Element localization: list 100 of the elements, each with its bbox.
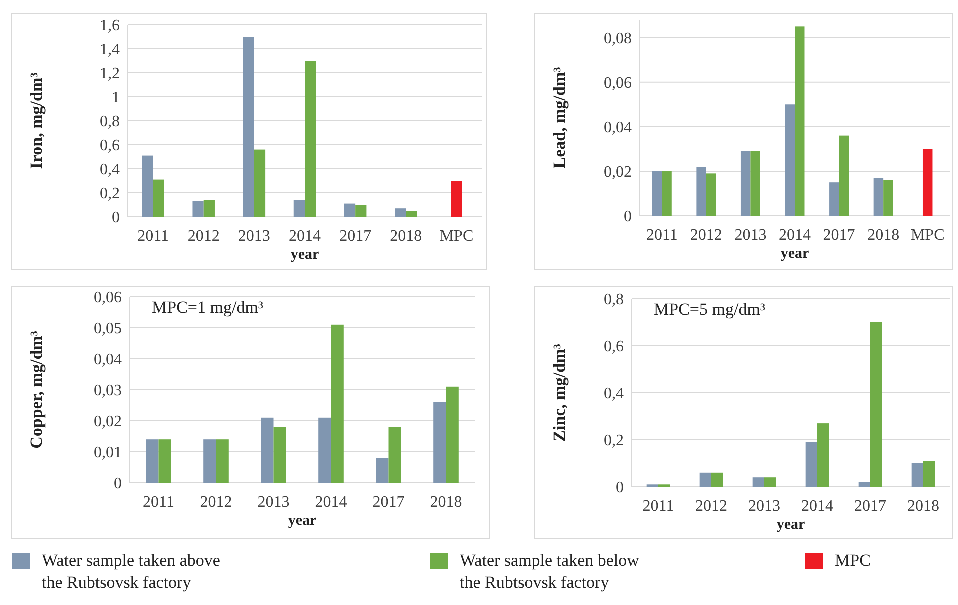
x-tick-label: 2018	[430, 494, 462, 511]
bar	[142, 156, 154, 217]
y-tick-label: 0,8	[100, 114, 120, 131]
y-tick-label: 0,6	[100, 138, 120, 155]
y-tick-label: 0,03	[94, 382, 122, 400]
y-tick-label: 0,4	[100, 162, 120, 179]
bar	[192, 201, 204, 217]
bar	[261, 418, 274, 483]
legend-label: Water sample taken above the Rubtsovsk factory	[42, 551, 220, 592]
y-tick-label: 0,04	[604, 120, 632, 137]
y-tick-label: 0,06	[604, 74, 632, 92]
y-tick-label: 0	[616, 480, 624, 497]
y-tick-label: 0,4	[604, 386, 624, 403]
bar	[870, 322, 882, 487]
x-tick-label: 2013	[258, 494, 290, 511]
bar	[274, 427, 286, 483]
y-tick-label: 0	[112, 210, 120, 227]
y-tick-label: 0,04	[94, 352, 122, 369]
bar	[764, 478, 776, 487]
bar	[874, 178, 884, 216]
y-tick-label: 1,4	[100, 42, 120, 59]
x-tick-label: 2014	[802, 498, 834, 515]
x-tick-label: 2017	[372, 494, 405, 511]
x-tick-label: 2014	[779, 227, 811, 244]
y-axis-title: Zinc, mg/dm³	[550, 344, 569, 442]
x-tick-label: 2018	[868, 227, 900, 244]
y-tick-label: 0	[114, 476, 122, 493]
bar	[243, 37, 254, 217]
x-tick-label: 2012	[690, 227, 722, 244]
x-tick-label: 2017	[854, 498, 886, 515]
y-axis-title: Copper, mg/dm³	[27, 331, 46, 449]
bar	[740, 151, 751, 216]
y-tick-label: 0,02	[604, 164, 632, 182]
bar	[294, 200, 305, 217]
x-tick-label: MPC	[440, 228, 474, 245]
bar	[752, 478, 764, 487]
bar	[146, 440, 159, 483]
y-axis-title: Iron, mg/dm³	[27, 72, 46, 170]
x-tick-label: 2012	[200, 494, 232, 511]
bar	[158, 440, 172, 483]
bar	[795, 26, 805, 216]
y-tick-label: 0,02	[94, 414, 122, 431]
y-tick-label: 1	[112, 90, 120, 107]
x-tick-label: 2011	[138, 228, 169, 245]
y-tick-label: 0,2	[100, 186, 120, 203]
x-tick-label: 2013	[748, 498, 780, 515]
x-tick-label: 2012	[696, 498, 728, 515]
x-tick-label: MPC	[910, 227, 945, 244]
y-tick-label: 0,8	[604, 292, 624, 309]
y-tick-label: 0,06	[94, 290, 122, 307]
bar	[434, 402, 446, 483]
x-axis-title: year	[776, 517, 806, 533]
bar	[254, 150, 266, 217]
bar	[750, 151, 760, 216]
x-axis-title: year	[780, 246, 810, 262]
bar	[331, 324, 344, 483]
y-axis-title: Lead, mg/dm³	[550, 67, 569, 169]
y-tick-label: 0,2	[604, 432, 624, 450]
x-tick-label: 2014	[315, 494, 348, 511]
bar	[652, 171, 662, 216]
bar	[818, 424, 830, 487]
y-tick-label: 0,6	[604, 338, 624, 356]
x-axis-title: year	[290, 247, 320, 263]
bar	[395, 208, 406, 217]
bar	[388, 427, 402, 483]
y-tick-label: 1,6	[100, 18, 120, 35]
bar	[858, 482, 870, 487]
bar	[700, 472, 712, 487]
x-tick-label: 2017	[823, 227, 856, 244]
x-tick-label: 2018	[908, 498, 940, 515]
x-tick-label: 2013	[734, 227, 767, 244]
y-tick-label: 0,08	[604, 30, 632, 48]
bar	[451, 181, 462, 217]
bar	[884, 180, 894, 216]
bar	[376, 458, 389, 483]
y-tick-label: 0,01	[94, 444, 122, 462]
x-tick-label: 2014	[289, 228, 321, 245]
bar	[204, 440, 216, 483]
x-tick-label: 2013	[238, 228, 270, 245]
x-tick-label: 2012	[188, 228, 220, 245]
legend-label: MPC	[835, 551, 871, 570]
bar	[356, 205, 367, 217]
x-tick-label: 2011	[646, 227, 678, 244]
bar	[706, 174, 716, 216]
annotation: MPC=1 mg/dm³	[152, 298, 264, 317]
x-axis-title: year	[288, 513, 317, 529]
bar	[204, 200, 215, 217]
bar	[344, 204, 356, 217]
bar	[924, 461, 936, 487]
x-tick-label: 2018	[390, 228, 422, 245]
x-tick-label: 2017	[340, 228, 372, 245]
x-tick-label: 2011	[642, 498, 674, 515]
bar	[406, 211, 418, 217]
bar	[305, 61, 316, 217]
bar	[785, 104, 795, 216]
bar	[712, 472, 724, 487]
bar	[839, 136, 850, 216]
legend-label: Water sample taken below the Rubtsovsk factory	[460, 551, 640, 592]
y-tick-label: 0,05	[94, 320, 122, 338]
bar	[922, 149, 933, 216]
